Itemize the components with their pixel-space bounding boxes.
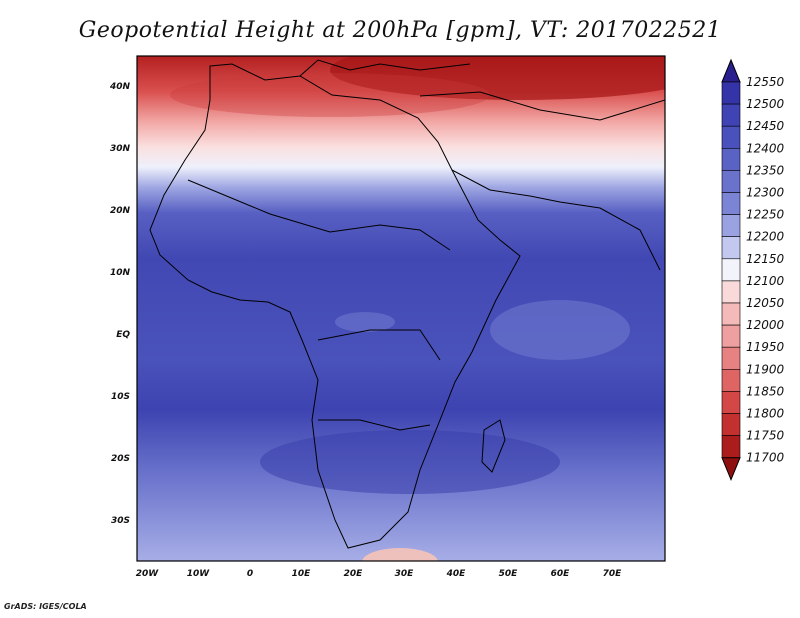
colorbar-label: 12550 [746, 75, 785, 89]
colorbar-label: 12100 [746, 274, 785, 288]
colorbar-label: 12400 [746, 141, 785, 155]
colorbar-label: 12450 [746, 119, 785, 133]
colorbar-swatch [721, 192, 741, 215]
colorbar-label: 12500 [746, 97, 785, 111]
lon-label: 60E [551, 569, 571, 579]
colorbar-swatch [721, 236, 741, 260]
lat-label: 40N [109, 82, 131, 92]
lon-label: 0 [247, 569, 253, 579]
lat-label: 30S [111, 516, 130, 526]
lon-label: 10E [292, 569, 312, 579]
lat-label: 20S [111, 454, 130, 464]
map-title: Geopotential Height at 200hPa [gpm], VT:… [78, 18, 722, 43]
lat-label: 10S [111, 392, 130, 402]
lat-label: 20N [110, 206, 131, 216]
colorbar-label: 12250 [746, 208, 785, 222]
colorbar-label: 12350 [746, 163, 785, 177]
colorbar-swatch [721, 346, 741, 370]
colorbar-swatch [721, 170, 741, 193]
colorbar-swatch [721, 368, 741, 392]
coastlines [149, 59, 665, 549]
colorbar-swatch [721, 391, 741, 414]
lon-label: 10W [187, 569, 211, 579]
longitude-axis: 20W 10W 0 10E 20E 30E 40E 50E 60E 70E [136, 569, 622, 579]
colorbar-label: 11800 [746, 407, 785, 421]
colorbar-swatch [721, 324, 741, 348]
colorbar-swatch [721, 435, 741, 459]
lat-label: 10N [110, 268, 131, 278]
colorbar-swatch [721, 258, 741, 282]
colorbar-label: 11700 [746, 451, 785, 465]
colorbar-label: 11750 [746, 429, 785, 443]
colorbar-swatch [721, 413, 741, 436]
credit-text: GrADS: IGES/COLA [4, 602, 87, 611]
latitude-axis: 40N 30N 20N 10N EQ 10S 20S 30S [109, 82, 131, 526]
lat-label: 30N [110, 144, 131, 154]
colorbar-swatch [721, 103, 741, 127]
lon-label: 30E [395, 569, 415, 579]
colorbar-label: 11850 [746, 384, 785, 398]
colorbar-swatch [721, 214, 741, 238]
height-field [137, 56, 665, 561]
colorbar-arrow-top [721, 58, 741, 83]
lon-label: 50E [499, 569, 519, 579]
lat-label: EQ [116, 330, 130, 340]
colorbar: 12550 12500 12450 12400 12350 12300 12250 12200… [721, 58, 785, 482]
colorbar-swatch [721, 125, 741, 149]
colorbar-label: 12200 [746, 230, 785, 244]
lon-label: 20W [136, 569, 160, 579]
colorbar-label: 11950 [746, 340, 785, 354]
colorbar-label: 12000 [746, 318, 785, 332]
lon-label: 70E [603, 569, 623, 579]
colorbar-label: 12050 [746, 296, 785, 310]
colorbar-label: 11900 [746, 362, 785, 376]
colorbar-swatch [721, 148, 741, 171]
colorbar-swatch [721, 302, 741, 326]
colorbar-label: 12300 [746, 186, 785, 200]
plot-frame [136, 55, 666, 562]
lon-label: 40E [446, 569, 467, 579]
colorbar-swatch [721, 280, 741, 304]
colorbar-label: 12150 [746, 252, 785, 266]
colorbar-arrow-bottom [721, 457, 741, 482]
colorbar-swatch [721, 81, 741, 105]
lon-label: 20E [344, 569, 364, 579]
